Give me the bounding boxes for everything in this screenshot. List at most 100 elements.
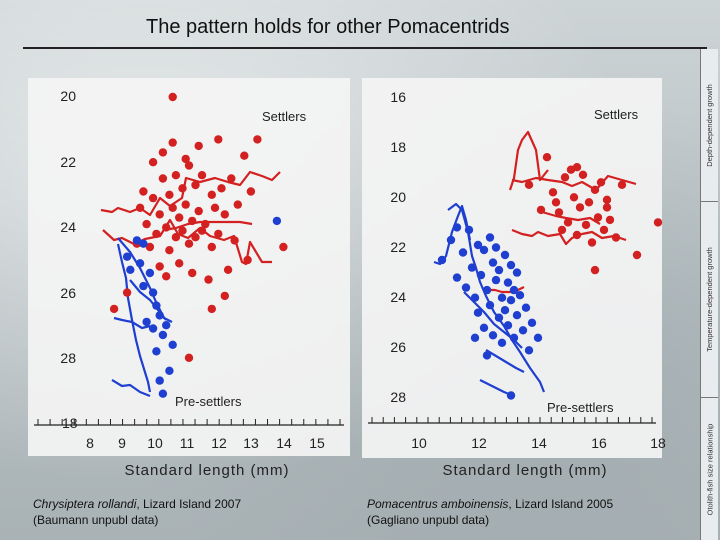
pre-settlers-label: Pre-settlers bbox=[547, 400, 614, 415]
settler-point bbox=[165, 246, 174, 255]
settler-point bbox=[578, 170, 588, 179]
settler-envelope-line bbox=[511, 174, 637, 192]
pre-settler-point bbox=[155, 311, 164, 320]
settler-point bbox=[220, 210, 229, 219]
pre-settler-point bbox=[135, 259, 145, 268]
pre-settler-point bbox=[503, 278, 513, 287]
pre-settler-point bbox=[521, 303, 531, 312]
pre-settler-point bbox=[512, 268, 522, 277]
settler-point bbox=[184, 161, 194, 170]
pre-settler-point bbox=[473, 240, 483, 250]
sidebar: Depth-dependent growth Temperature-depen… bbox=[700, 49, 718, 540]
settler-point bbox=[593, 213, 603, 222]
pre-settler-point bbox=[272, 216, 282, 226]
settler-point bbox=[168, 92, 177, 102]
settler-point bbox=[162, 223, 171, 232]
slide-title: The pattern holds for other Pomacentrids bbox=[146, 16, 510, 38]
sidebar-tab-temperature[interactable]: Temperature-dependent growth bbox=[701, 202, 718, 398]
settler-point bbox=[165, 190, 174, 199]
settler-point bbox=[557, 225, 567, 235]
title-divider bbox=[23, 47, 707, 49]
pre-settler-point bbox=[506, 391, 516, 400]
chart-pomacentrus: 16 18 20 22 24 26 28 10 12 14 16 18 Standard length … bbox=[362, 78, 666, 479]
pre-settler-point bbox=[452, 273, 462, 282]
pre-settler-point bbox=[148, 324, 158, 333]
settler-point bbox=[548, 188, 558, 197]
pre-settler-point bbox=[139, 281, 148, 291]
settler-point bbox=[194, 141, 203, 151]
x-tick-label: 10 bbox=[147, 435, 163, 451]
pre-settler-point bbox=[512, 311, 522, 320]
pre-settler-point bbox=[527, 318, 537, 327]
settler-point bbox=[569, 193, 579, 202]
pre-settler-point bbox=[132, 236, 142, 245]
sidebar-tab-depth[interactable]: Depth-dependent growth bbox=[701, 49, 718, 202]
x-tick-label: 15 bbox=[309, 435, 325, 451]
x-tick-label: 14 bbox=[531, 435, 547, 451]
pre-settler-point bbox=[473, 308, 483, 317]
settler-point bbox=[175, 259, 184, 268]
x-tick-label: 8 bbox=[86, 435, 94, 451]
x-axis-title: Standard length (mm) bbox=[124, 462, 289, 479]
caption-source: (Baumann unpubl data) bbox=[33, 513, 159, 527]
caption-chrysiptera: Chrysiptera rollandi, Lizard Island 2007… bbox=[33, 496, 241, 528]
x-tick-label: 16 bbox=[591, 435, 607, 451]
y-tick-label: 28 bbox=[60, 350, 76, 366]
pre-settler-point bbox=[494, 313, 504, 322]
y-tick-label: 18 bbox=[62, 415, 78, 431]
settler-point bbox=[207, 304, 216, 314]
species-name: Pomacentrus amboinensis bbox=[367, 497, 509, 511]
caption-source: (Gagliano unpubl data) bbox=[367, 513, 490, 527]
pre-settler-point bbox=[152, 347, 161, 356]
settler-point bbox=[139, 187, 148, 196]
pre-settler-point bbox=[488, 331, 498, 340]
settler-point bbox=[155, 262, 164, 271]
x-tick-label: 10 bbox=[411, 435, 427, 451]
pre-settler-point bbox=[485, 233, 495, 242]
settler-point bbox=[584, 198, 594, 207]
settler-point bbox=[181, 200, 190, 209]
pre-settler-point bbox=[491, 243, 501, 252]
pre-settler-point bbox=[482, 285, 492, 295]
settler-point bbox=[602, 195, 612, 204]
y-tick-label: 22 bbox=[60, 154, 76, 170]
settler-point bbox=[279, 242, 288, 252]
pre-settlers-label: Pre-settlers bbox=[175, 394, 242, 409]
settler-point bbox=[184, 239, 194, 248]
y-tick-label: 22 bbox=[390, 239, 406, 255]
species-name: Chrysiptera rollandi bbox=[33, 497, 137, 511]
settler-point bbox=[152, 229, 161, 239]
chart-chrysiptera: 20 22 24 26 28 18 8 9 10 11 12 13 14 15 Standard lengt… bbox=[28, 78, 350, 479]
pre-settler-point bbox=[165, 366, 174, 375]
pre-settler-envelope-line bbox=[485, 349, 525, 373]
x-tick-label: 12 bbox=[211, 435, 227, 451]
settler-point bbox=[572, 230, 582, 240]
pre-settler-point bbox=[158, 330, 168, 340]
settlers-label: Settlers bbox=[594, 107, 639, 122]
settler-point bbox=[536, 205, 546, 215]
x-tick-label: 13 bbox=[243, 435, 259, 451]
x-tick-label: 18 bbox=[650, 435, 666, 451]
pre-settler-envelope-line bbox=[447, 202, 546, 393]
settler-point bbox=[210, 203, 220, 212]
pre-settler-point bbox=[446, 235, 456, 245]
settler-point bbox=[191, 233, 200, 242]
settler-point bbox=[109, 304, 119, 314]
pre-settler-point bbox=[168, 340, 177, 349]
pre-settler-point bbox=[503, 321, 513, 330]
settler-point bbox=[605, 215, 615, 225]
pre-settler-point bbox=[518, 326, 528, 335]
caption-location: , Lizard Island 2007 bbox=[136, 497, 242, 511]
settler-point bbox=[122, 288, 132, 297]
pre-settler-point bbox=[500, 250, 510, 260]
pre-settler-point bbox=[126, 265, 135, 274]
pre-settler-point bbox=[467, 263, 477, 272]
pre-settler-point bbox=[500, 306, 510, 315]
pre-settler-point bbox=[464, 225, 474, 235]
y-tick-label: 24 bbox=[60, 219, 76, 235]
settler-envelope-line bbox=[485, 286, 525, 294]
settler-point bbox=[227, 174, 236, 183]
pre-settler-point bbox=[139, 239, 148, 248]
settler-point bbox=[184, 353, 194, 362]
y-tick-label: 20 bbox=[390, 189, 406, 205]
